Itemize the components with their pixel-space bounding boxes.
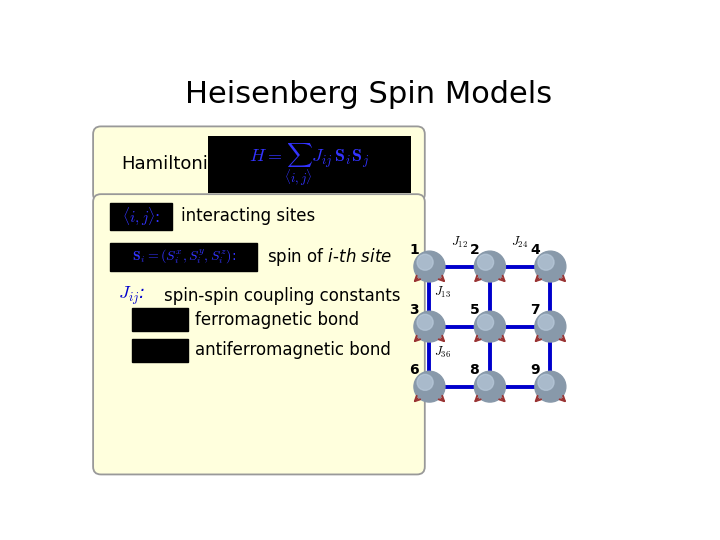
Circle shape [538, 374, 554, 390]
Circle shape [474, 251, 505, 282]
FancyBboxPatch shape [93, 126, 425, 202]
Text: $J_{12}$: $J_{12}$ [451, 234, 468, 249]
Circle shape [414, 251, 445, 282]
Text: $J_{36}$: $J_{36}$ [434, 345, 451, 360]
FancyBboxPatch shape [93, 194, 425, 475]
Circle shape [538, 254, 554, 270]
Bar [132, 339, 188, 362]
Circle shape [535, 372, 566, 402]
Circle shape [417, 314, 433, 330]
Circle shape [535, 311, 566, 342]
Text: spin-spin coupling constants: spin-spin coupling constants [164, 287, 401, 305]
Circle shape [477, 314, 494, 330]
Text: 8: 8 [469, 363, 480, 377]
Text: $\mathit{H} = \sum_{\langle i,j \rangle} J_{ij}\, \mathbf{S}_i \mathbf{S}_j$: $\mathit{H} = \sum_{\langle i,j \rangle}… [249, 141, 369, 188]
Text: $J_{ij}$:: $J_{ij}$: [118, 285, 145, 307]
Text: Heisenberg Spin Models: Heisenberg Spin Models [186, 80, 552, 109]
Text: 6: 6 [409, 363, 419, 377]
FancyBboxPatch shape [208, 137, 411, 193]
Circle shape [417, 374, 433, 390]
Text: Hamiltonian:: Hamiltonian: [121, 155, 236, 173]
Text: antiferromagnetic bond: antiferromagnetic bond [195, 341, 391, 360]
Text: ferromagnetic bond: ferromagnetic bond [195, 310, 359, 329]
Text: 2: 2 [469, 242, 480, 256]
Circle shape [477, 254, 494, 270]
Bar [110, 202, 172, 231]
Text: $J_{13}$: $J_{13}$ [434, 285, 451, 300]
Circle shape [477, 374, 494, 390]
Bar [132, 308, 188, 331]
Text: $\langle i,j \rangle$:: $\langle i,j \rangle$: [122, 206, 161, 227]
Text: 5: 5 [469, 302, 480, 316]
Circle shape [417, 254, 433, 270]
Bar [110, 244, 258, 271]
Text: 7: 7 [530, 302, 540, 316]
Text: $J_{24}$: $J_{24}$ [511, 234, 528, 249]
Text: 1: 1 [409, 242, 419, 256]
Circle shape [474, 372, 505, 402]
Circle shape [538, 314, 554, 330]
Text: 3: 3 [409, 302, 419, 316]
Circle shape [414, 311, 445, 342]
Circle shape [474, 311, 505, 342]
Text: 4: 4 [530, 242, 540, 256]
Text: $\mathbf{S}_i = (S_i^x, S_i^y, S_i^z)$:: $\mathbf{S}_i = (S_i^x, S_i^y, S_i^z)$: [132, 248, 235, 266]
Text: interacting sites: interacting sites [181, 207, 315, 226]
Circle shape [414, 372, 445, 402]
Text: 9: 9 [530, 363, 540, 377]
Circle shape [535, 251, 566, 282]
Text: spin of $\it{i}$-$\it{th}$ $\it{site}$: spin of $\it{i}$-$\it{th}$ $\it{site}$ [266, 246, 392, 268]
